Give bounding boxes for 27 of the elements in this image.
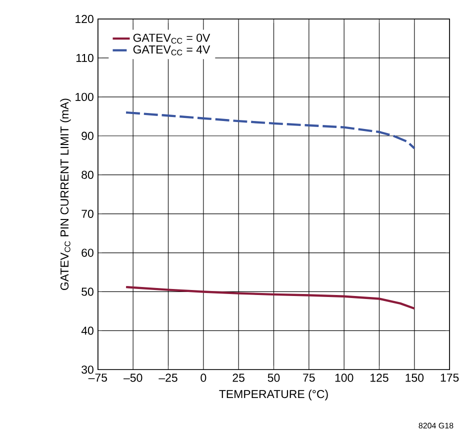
x-tick-label: 25 [232,374,244,382]
y-tick-label: 100 [76,93,94,102]
x-tick-label: 150 [406,374,424,382]
x-tick-label: 0 [200,374,206,382]
x-tick-label: –75 [88,374,108,382]
y-tick-label: 80 [82,170,94,180]
x-axis-title: TEMPERATURE (°C) [219,390,328,401]
x-tick-label: 125 [370,374,388,382]
x-tick-label: –25 [158,374,178,382]
x-tick-label: 100 [335,374,354,382]
x-tick-label: 75 [303,374,315,382]
line-series [124,112,416,150]
x-tick-label: –50 [124,374,142,382]
y-tick-label: 50 [82,288,94,296]
y-tick-label: 70 [82,210,94,218]
line-series [124,286,416,310]
y-tick-label: 40 [81,326,94,335]
y-tick-label: 110 [76,54,94,62]
y-axis-title: GATEV$_{CC}$ PIN CURRENT LIMIT (mA) [60,98,71,290]
x-tick-label: 175 [440,374,459,382]
y-tick-label: 60 [82,248,94,258]
y-tick-label: 120 [76,15,94,24]
legend-label: GATEV$_{CC}$ = 0V [133,34,210,44]
y-tick-label: 30 [82,366,94,374]
y-tick-label: 90 [82,132,94,140]
legend-label: GATEV$_{CC}$ = 4V [133,46,210,56]
x-tick-label: 50 [268,374,280,382]
